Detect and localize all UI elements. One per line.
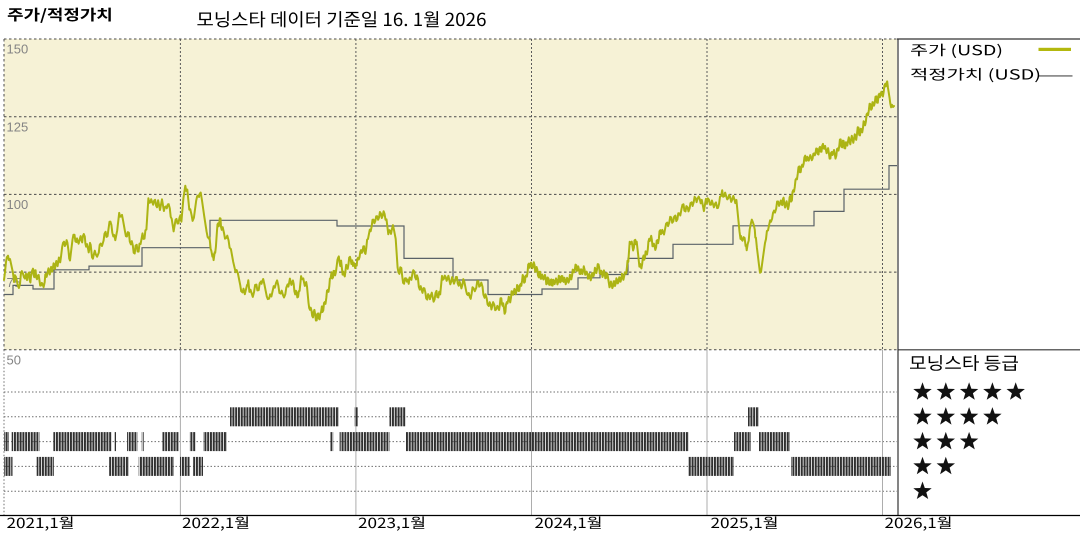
svg-text:150: 150 xyxy=(7,42,29,57)
svg-text:50: 50 xyxy=(7,353,21,368)
svg-text:125: 125 xyxy=(7,119,29,134)
svg-text:100: 100 xyxy=(7,197,29,212)
